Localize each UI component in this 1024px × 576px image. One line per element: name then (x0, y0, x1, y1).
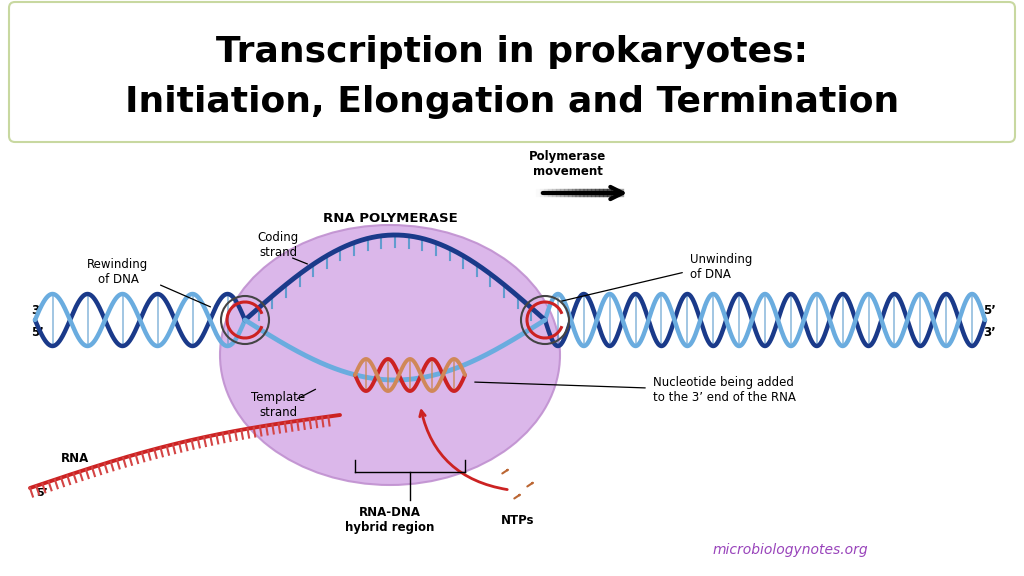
Text: 5’: 5’ (36, 488, 48, 498)
Text: RNA-DNA
hybrid region: RNA-DNA hybrid region (345, 506, 434, 534)
Text: Unwinding
of DNA: Unwinding of DNA (690, 253, 753, 281)
FancyArrowPatch shape (514, 495, 520, 498)
Text: RNA: RNA (60, 452, 89, 464)
Text: Polymerase
movement: Polymerase movement (529, 150, 606, 178)
Text: Coding
strand: Coding strand (257, 231, 299, 259)
Text: Transcription in prokaryotes:: Transcription in prokaryotes: (216, 35, 808, 69)
FancyArrowPatch shape (503, 470, 508, 473)
Text: Nucleotide being added
to the 3’ end of the RNA: Nucleotide being added to the 3’ end of … (653, 376, 796, 404)
Text: 3’: 3’ (984, 325, 996, 339)
Text: microbiologynotes.org: microbiologynotes.org (712, 543, 867, 557)
FancyArrowPatch shape (527, 483, 532, 487)
FancyBboxPatch shape (9, 2, 1015, 142)
Text: NTPs: NTPs (502, 513, 535, 526)
Text: Rewinding
of DNA: Rewinding of DNA (87, 258, 148, 286)
Ellipse shape (220, 225, 560, 485)
Text: 5’: 5’ (32, 325, 44, 339)
Text: 3’: 3’ (32, 304, 44, 316)
Text: Template
strand: Template strand (251, 391, 305, 419)
Text: RNA POLYMERASE: RNA POLYMERASE (323, 211, 458, 225)
Text: Initiation, Elongation and Termination: Initiation, Elongation and Termination (125, 85, 899, 119)
Text: 5’: 5’ (984, 304, 996, 316)
